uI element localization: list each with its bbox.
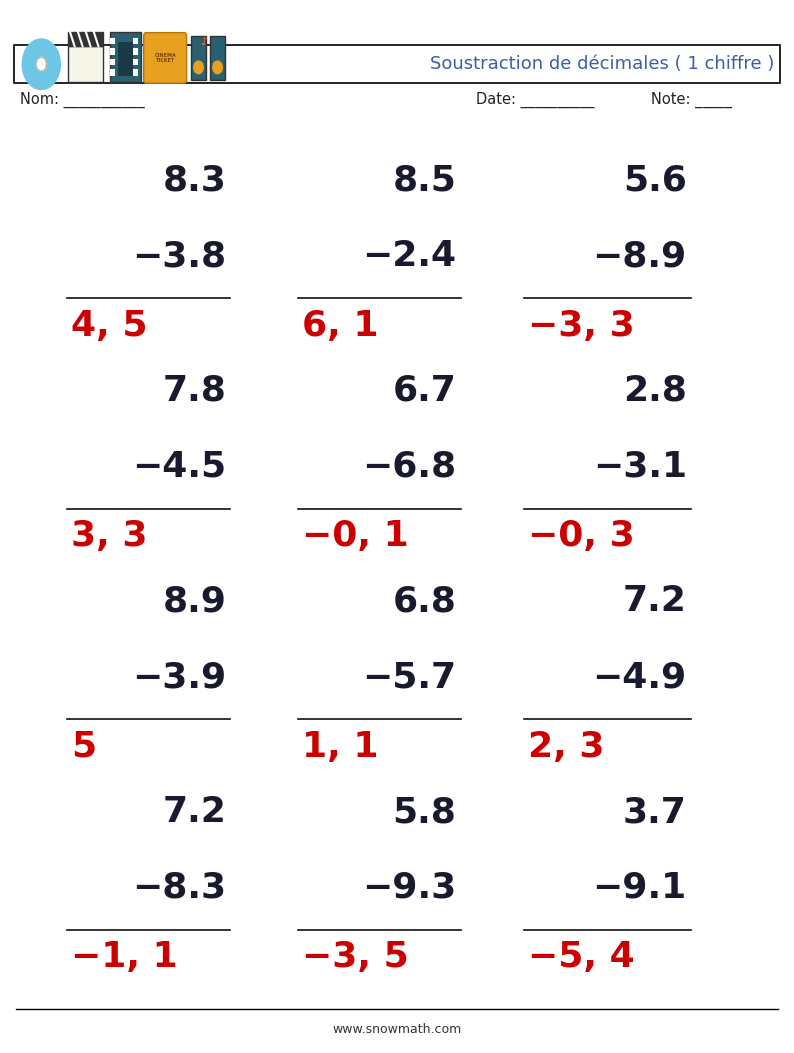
Text: −3.1: −3.1 (592, 450, 687, 483)
Text: 6.7: 6.7 (393, 374, 457, 408)
Text: 7.8: 7.8 (163, 374, 226, 408)
Text: −8.3: −8.3 (132, 871, 226, 905)
Text: 5.8: 5.8 (393, 795, 457, 829)
FancyBboxPatch shape (110, 69, 115, 76)
FancyBboxPatch shape (68, 32, 103, 46)
Text: −0, 1: −0, 1 (302, 519, 408, 553)
Text: 2, 3: 2, 3 (528, 730, 604, 763)
Text: −6.8: −6.8 (362, 450, 457, 483)
Text: −5.7: −5.7 (362, 660, 457, 694)
Text: www.snowmath.com: www.snowmath.com (333, 1024, 461, 1036)
Text: 6.8: 6.8 (393, 584, 457, 618)
Text: 6, 1: 6, 1 (302, 309, 378, 342)
Text: −4.9: −4.9 (592, 660, 687, 694)
FancyBboxPatch shape (133, 48, 138, 55)
FancyBboxPatch shape (133, 38, 138, 44)
Text: −1, 1: −1, 1 (71, 940, 178, 974)
Text: −0, 3: −0, 3 (528, 519, 634, 553)
Text: −3.8: −3.8 (132, 239, 226, 273)
Text: 8.9: 8.9 (162, 584, 226, 618)
Text: Note: _____: Note: _____ (651, 92, 732, 108)
Text: 2.8: 2.8 (623, 374, 687, 408)
Text: −9.3: −9.3 (362, 871, 457, 905)
Text: 3.7: 3.7 (623, 795, 687, 829)
Text: Date: __________: Date: __________ (476, 92, 595, 108)
Text: −4.5: −4.5 (132, 450, 226, 483)
Text: Nom: ___________: Nom: ___________ (20, 92, 145, 108)
Text: 8.5: 8.5 (393, 163, 457, 197)
Text: −8.9: −8.9 (592, 239, 687, 273)
FancyBboxPatch shape (110, 48, 115, 55)
Text: −3, 3: −3, 3 (528, 309, 634, 342)
Text: 7.2: 7.2 (163, 795, 226, 829)
FancyBboxPatch shape (68, 46, 103, 82)
FancyBboxPatch shape (133, 69, 138, 76)
Text: 8.3: 8.3 (163, 163, 226, 197)
Text: 3, 3: 3, 3 (71, 519, 148, 553)
FancyBboxPatch shape (110, 38, 115, 44)
Text: 7.2: 7.2 (623, 584, 687, 618)
Text: 5.6: 5.6 (623, 163, 687, 197)
Text: −3.9: −3.9 (132, 660, 226, 694)
Circle shape (22, 39, 60, 90)
Circle shape (213, 61, 222, 74)
FancyBboxPatch shape (110, 59, 115, 65)
FancyBboxPatch shape (110, 32, 141, 82)
Text: ♪: ♪ (200, 37, 206, 47)
Circle shape (194, 61, 203, 74)
Text: CINEMA
TICKET: CINEMA TICKET (154, 53, 176, 63)
FancyBboxPatch shape (14, 45, 780, 83)
Text: −9.1: −9.1 (592, 871, 687, 905)
Text: 5: 5 (71, 730, 97, 763)
Circle shape (36, 57, 47, 72)
Text: −5, 4: −5, 4 (528, 940, 634, 974)
Text: 4, 5: 4, 5 (71, 309, 148, 342)
Text: −2.4: −2.4 (362, 239, 457, 273)
FancyBboxPatch shape (118, 42, 133, 76)
FancyBboxPatch shape (210, 36, 225, 80)
FancyBboxPatch shape (144, 33, 187, 83)
FancyBboxPatch shape (191, 36, 206, 80)
Text: Soustraction de décimales ( 1 chiffre ): Soustraction de décimales ( 1 chiffre ) (430, 55, 774, 74)
Text: −3, 5: −3, 5 (302, 940, 408, 974)
FancyBboxPatch shape (133, 59, 138, 65)
Text: 1, 1: 1, 1 (302, 730, 378, 763)
